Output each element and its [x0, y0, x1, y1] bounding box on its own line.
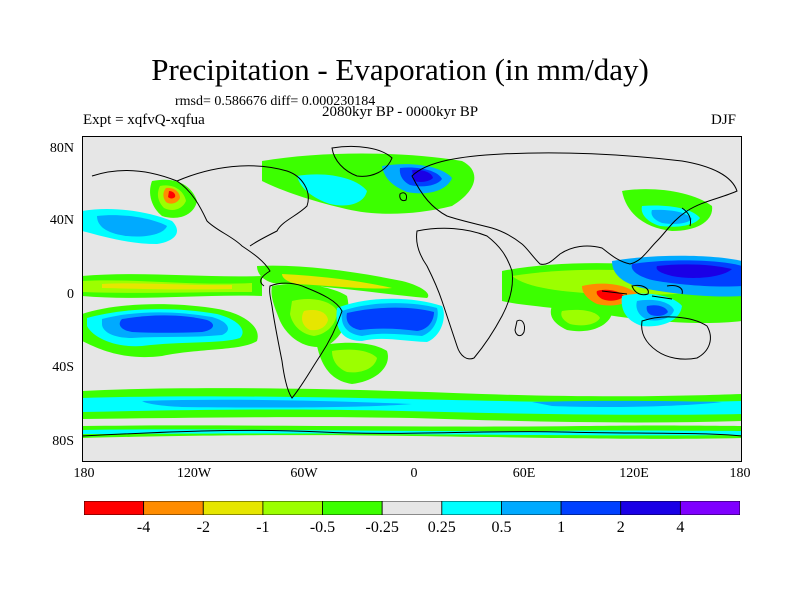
- lon-tick-4: 60E: [512, 466, 536, 481]
- colorbar-swatch-5: [381, 501, 443, 515]
- coast-africa: [416, 227, 513, 360]
- field-spcz-blue: [119, 315, 214, 333]
- season-label: DJF: [711, 112, 737, 128]
- precipitation-map: [82, 136, 742, 462]
- field-eur-darkblue: [412, 169, 433, 182]
- field-amazon-yellow: [302, 310, 328, 331]
- coast-indonesia: [601, 285, 683, 300]
- colorbar-swatch-2: [202, 501, 264, 515]
- lon-tick-1: 120W: [176, 466, 212, 481]
- colorbar-label-6: 0.5: [491, 519, 512, 536]
- colorbar-label-0: -4: [136, 519, 151, 536]
- field-so-lightblue2: [532, 400, 722, 407]
- coast-greenland: [331, 145, 393, 177]
- colorbar-swatch-4: [322, 501, 383, 515]
- field-nam-red: [168, 191, 176, 199]
- colorbar-swatch-10: [679, 501, 740, 515]
- coast-uk: [399, 192, 407, 202]
- colorbar-label-4: -0.25: [365, 519, 399, 536]
- colorbar-swatch-1: [143, 501, 204, 515]
- colorbar-swatch-7: [501, 501, 562, 515]
- field-npac-lightblue: [97, 215, 167, 237]
- lat-tick-1: 40N: [49, 213, 74, 228]
- coast-japan: [681, 207, 691, 227]
- experiment-label: Expt = xqfvQ-xqfua: [83, 112, 205, 128]
- colorbar-label-3: -0.5: [309, 519, 336, 536]
- colorbar-swatch-9: [620, 501, 681, 515]
- colorbar: [84, 501, 740, 515]
- chart-title: Precipitation - Evaporation (in mm/day): [151, 52, 649, 87]
- field-arctic: [82, 136, 742, 147]
- colorbar-label-8: 2: [616, 519, 625, 536]
- stats-label: rmsd= 0.586676 diff= 0.000230184: [175, 94, 376, 109]
- colorbar-label-9: 4: [676, 519, 685, 536]
- coast-south-america: [269, 282, 343, 399]
- field-satl-blue: [346, 307, 434, 331]
- colorbar-swatch-8: [560, 501, 622, 515]
- map-frame: [82, 136, 742, 462]
- field-tatl-yellow: [282, 274, 392, 289]
- period-subtitle: 2080kyr BP - 0000kyr BP: [322, 104, 479, 120]
- coast-antarctica: [82, 429, 742, 437]
- field-ssatl-lime: [332, 349, 377, 373]
- colorbar-swatch-6: [441, 501, 502, 515]
- field-so-lightblue: [142, 399, 412, 408]
- lat-tick-4: 80S: [52, 434, 74, 449]
- lat-tick-0: 80N: [49, 141, 74, 156]
- field-natl-cyan: [297, 174, 367, 206]
- colorbar-label-7: 1: [557, 519, 566, 536]
- colorbar-label-2: -1: [256, 519, 270, 536]
- coast-madagascar: [514, 319, 525, 337]
- field-band-itcz-yellow: [102, 283, 232, 290]
- colorbar-swatch-0: [84, 501, 145, 515]
- field-sio-lime: [561, 309, 600, 326]
- field-mc-blue: [646, 305, 668, 316]
- field-nwpac-lightblue: [651, 209, 692, 224]
- colorbar-swatch-3: [262, 501, 323, 515]
- lon-tick-0: 180: [73, 466, 95, 481]
- colorbar-label-1: -2: [196, 519, 210, 536]
- coast-eurasia: [411, 152, 738, 265]
- lat-tick-2: 0: [67, 287, 74, 302]
- lat-tick-3: 40S: [52, 360, 74, 375]
- field-antarctic-cyan: [82, 429, 742, 436]
- coastlines: [82, 145, 742, 437]
- lon-tick-5: 120E: [619, 466, 649, 481]
- lon-tick-6: 180: [729, 466, 751, 481]
- coast-australia: [641, 316, 711, 360]
- field-wpac-darkblue: [656, 264, 732, 278]
- lon-tick-2: 60W: [290, 466, 318, 481]
- colorbar-label-5: 0.25: [427, 519, 456, 536]
- coast-north-america: [91, 165, 309, 287]
- lon-tick-3: 0: [410, 466, 418, 481]
